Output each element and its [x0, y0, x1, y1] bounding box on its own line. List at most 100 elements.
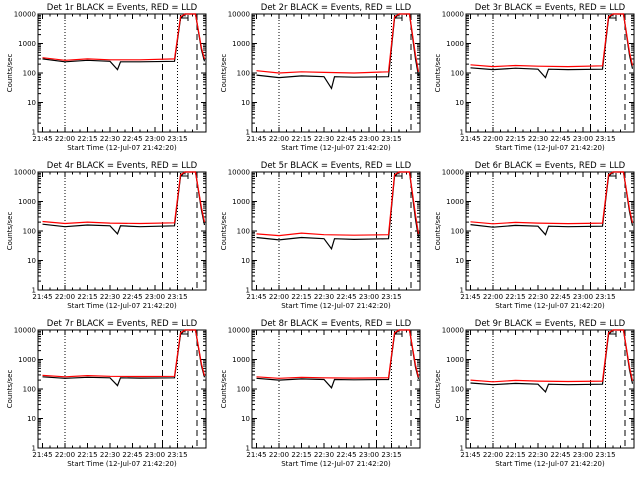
- xtick-label: 23:00: [359, 293, 379, 301]
- lld-series-line: [470, 329, 634, 383]
- ytick-label: 10: [241, 415, 250, 423]
- ytick-label: 10000: [228, 169, 250, 177]
- plot-frame: [251, 171, 421, 291]
- xtick-label: 23:15: [381, 135, 401, 143]
- xtick-label: 22:30: [528, 293, 548, 301]
- x-axis-label: Start Time (12-Jul-07 21:42:20): [495, 302, 605, 310]
- xtick-label: 22:45: [122, 293, 142, 301]
- ytick-label: 1000: [18, 40, 36, 48]
- ytick-label: 1: [460, 129, 464, 137]
- xtick-label: 22:15: [291, 135, 311, 143]
- xtick-label: 21:45: [32, 135, 52, 143]
- panel-det-7r: Det 7r BLACK = Events, RED = LLD 1 10 100 10…: [6, 319, 207, 468]
- xtick-label: 22:30: [100, 293, 120, 301]
- ytick-label: 1000: [18, 356, 36, 364]
- xtick-label: 22:45: [122, 451, 142, 459]
- xtick-label: 22:15: [291, 451, 311, 459]
- xtick-label: 22:30: [100, 451, 120, 459]
- ytick-label: 1: [460, 445, 464, 453]
- lld-series-line: [470, 171, 634, 225]
- y-axis-label: Counts/sec: [6, 370, 14, 409]
- ytick-label: 10000: [228, 11, 250, 19]
- ytick-label: 100: [23, 386, 36, 394]
- ytick-label: 10: [27, 99, 36, 107]
- ytick-label: 1000: [446, 40, 464, 48]
- ytick-label: 100: [451, 70, 464, 78]
- xtick-label: 22:45: [336, 135, 356, 143]
- xtick-label: 23:15: [381, 293, 401, 301]
- xtick-label: 22:00: [483, 135, 503, 143]
- lld-series-line: [42, 171, 206, 225]
- ytick-label: 1: [460, 287, 464, 295]
- ytick-label: 100: [237, 228, 250, 236]
- panel-det-3r: Det 3r BLACK = Events, RED = LLD 1 10 100 10…: [434, 3, 635, 152]
- panel-title: Det 5r BLACK = Events, RED = LLD: [261, 161, 412, 171]
- ytick-label: 1000: [446, 356, 464, 364]
- xtick-label: 23:15: [167, 135, 187, 143]
- xtick-label: 22:30: [314, 293, 334, 301]
- lld-series-line: [42, 13, 206, 61]
- ytick-label: 10: [241, 257, 250, 265]
- y-axis-label: Counts/sec: [434, 212, 442, 251]
- ytick-label: 10000: [228, 327, 250, 335]
- xtick-label: 22:30: [528, 451, 548, 459]
- xtick-label: 22:15: [291, 293, 311, 301]
- xtick-label: 21:45: [460, 451, 480, 459]
- plot-frame: [465, 171, 635, 291]
- panel-title: Det 3r BLACK = Events, RED = LLD: [475, 3, 626, 13]
- xtick-label: 22:00: [269, 293, 289, 301]
- panel-det-8r: Det 8r BLACK = Events, RED = LLD 1 10 100 10…: [220, 319, 421, 468]
- xtick-label: 22:45: [336, 293, 356, 301]
- y-axis-label: Counts/sec: [434, 370, 442, 409]
- ytick-label: 10000: [14, 327, 36, 335]
- panel-title: Det 8r BLACK = Events, RED = LLD: [261, 319, 412, 329]
- xtick-label: 23:15: [595, 293, 615, 301]
- plot-frame: [251, 329, 421, 449]
- ytick-label: 1000: [18, 198, 36, 206]
- ytick-label: 10: [27, 257, 36, 265]
- xtick-label: 22:00: [269, 135, 289, 143]
- ytick-label: 1: [32, 445, 36, 453]
- ytick-label: 10000: [442, 11, 464, 19]
- panel-title: Det 2r BLACK = Events, RED = LLD: [261, 3, 412, 13]
- y-axis-label: Counts/sec: [220, 370, 228, 409]
- panel-title: Det 9r BLACK = Events, RED = LLD: [475, 319, 626, 329]
- panel-det-2r: Det 2r BLACK = Events, RED = LLD 1 10 100 10…: [220, 3, 421, 152]
- y-axis-label: Counts/sec: [220, 212, 228, 251]
- panel-det-1r: Det 1r BLACK = Events, RED = LLD 1 10 100 10…: [6, 3, 207, 152]
- ytick-label: 1: [32, 129, 36, 137]
- lld-series-line: [256, 171, 420, 237]
- xtick-label: 23:15: [595, 451, 615, 459]
- ytick-label: 100: [23, 70, 36, 78]
- xtick-label: 22:45: [550, 293, 570, 301]
- ytick-label: 100: [237, 386, 250, 394]
- panel-title: Det 1r BLACK = Events, RED = LLD: [47, 3, 198, 13]
- y-axis-label: Counts/sec: [434, 54, 442, 93]
- ytick-label: 1000: [446, 198, 464, 206]
- xtick-label: 21:45: [460, 293, 480, 301]
- x-axis-label: Start Time (12-Jul-07 21:42:20): [67, 144, 177, 152]
- xtick-label: 22:30: [528, 135, 548, 143]
- xtick-label: 22:00: [55, 451, 75, 459]
- ytick-label: 10000: [442, 169, 464, 177]
- ytick-label: 10000: [14, 169, 36, 177]
- lld-series-line: [256, 329, 420, 379]
- x-axis-label: Start Time (12-Jul-07 21:42:20): [281, 302, 391, 310]
- xtick-label: 22:45: [336, 451, 356, 459]
- xtick-label: 23:00: [573, 135, 593, 143]
- xtick-label: 21:45: [32, 451, 52, 459]
- xtick-label: 22:15: [77, 135, 97, 143]
- xtick-label: 21:45: [246, 293, 266, 301]
- xtick-label: 22:30: [314, 451, 334, 459]
- ytick-label: 1000: [232, 40, 250, 48]
- ytick-label: 100: [23, 228, 36, 236]
- xtick-label: 23:15: [381, 451, 401, 459]
- xtick-label: 21:45: [246, 135, 266, 143]
- x-axis-label: Start Time (12-Jul-07 21:42:20): [67, 460, 177, 468]
- xtick-label: 23:00: [359, 451, 379, 459]
- ytick-label: 10000: [14, 11, 36, 19]
- xtick-label: 21:45: [32, 293, 52, 301]
- ytick-label: 10: [455, 99, 464, 107]
- xtick-label: 22:00: [269, 451, 289, 459]
- plot-frame: [37, 13, 207, 133]
